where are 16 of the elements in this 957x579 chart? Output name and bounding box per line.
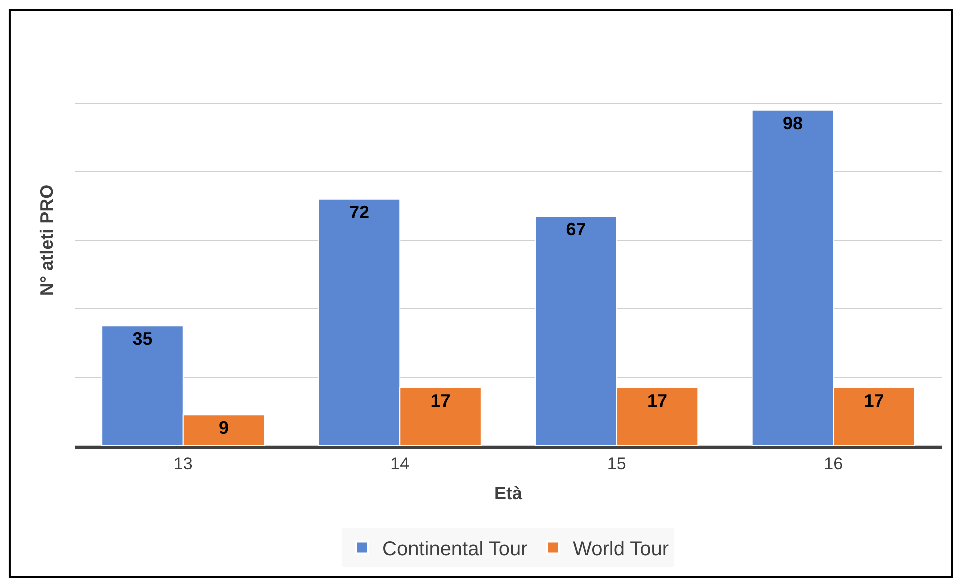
x-tick-label: 15 (607, 454, 626, 474)
data-label: 98 (782, 113, 803, 134)
data-label: 17 (648, 390, 668, 411)
data-label: 9 (219, 418, 230, 438)
y-axis-title: N° atleti PRO (37, 184, 58, 296)
data-label: 17 (430, 390, 451, 411)
legend-label: Continental Tour (382, 538, 528, 560)
data-label: 67 (566, 220, 586, 240)
x-tick-label: 16 (824, 454, 844, 474)
data-label: 17 (864, 390, 884, 411)
x-tick-label: 13 (174, 454, 193, 474)
x-axis-title: Età (494, 484, 524, 504)
data-label: 35 (132, 329, 153, 350)
x-tick-label: 14 (390, 454, 410, 474)
data-label: 72 (349, 202, 370, 222)
legend-label: World Tour (573, 538, 670, 560)
